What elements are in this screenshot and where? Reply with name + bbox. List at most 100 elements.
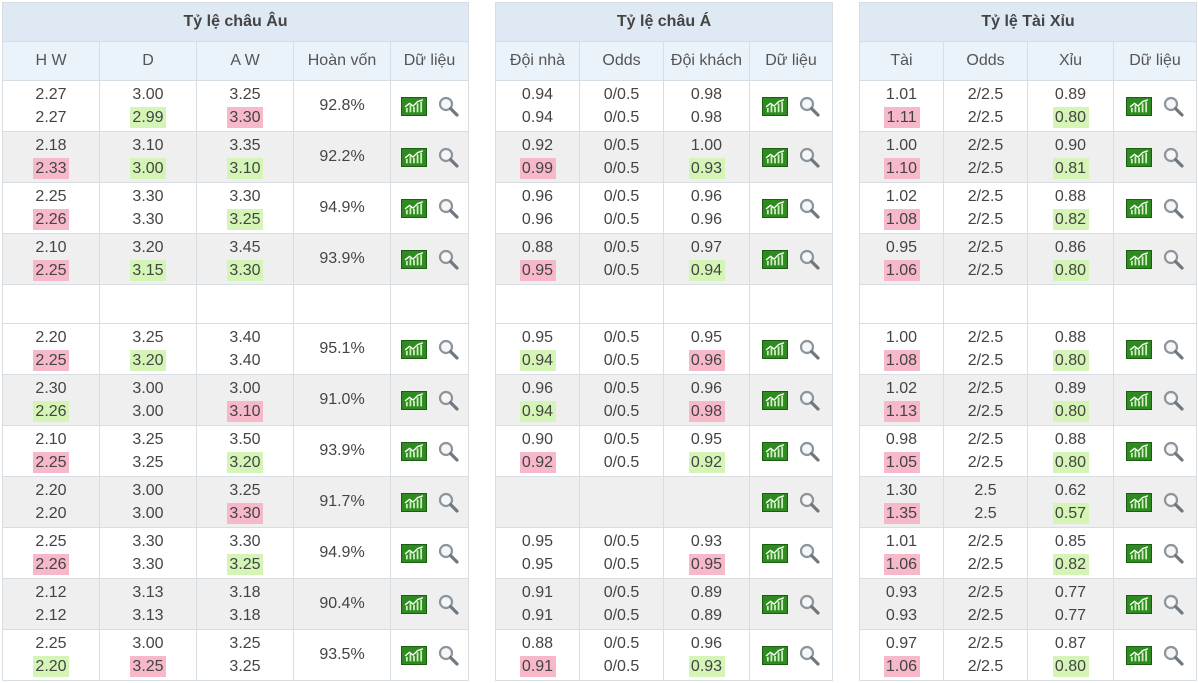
- line-chart-icon[interactable]: [400, 249, 427, 269]
- line-chart-icon[interactable]: [400, 390, 427, 410]
- data-tools: [1114, 146, 1196, 168]
- line-chart-icon[interactable]: [762, 390, 788, 410]
- line-chart-icon[interactable]: [762, 96, 788, 116]
- odds-cell: 3.00 3.25: [99, 629, 197, 681]
- data-tools: [1114, 542, 1196, 564]
- magnifier-icon[interactable]: [437, 95, 459, 117]
- data-tools: [391, 197, 468, 219]
- odds-value: 0.82: [1052, 554, 1089, 575]
- odds-value: 0/0.5: [603, 211, 640, 228]
- magnifier-icon[interactable]: [798, 146, 820, 168]
- magnifier-icon[interactable]: [437, 197, 459, 219]
- line-chart-icon[interactable]: [400, 543, 427, 563]
- line-chart-icon[interactable]: [1126, 390, 1153, 410]
- magnifier-icon[interactable]: [1162, 440, 1184, 462]
- line-chart-icon[interactable]: [400, 492, 427, 512]
- magnifier-icon[interactable]: [437, 440, 459, 462]
- odds-value: 0/0.5: [603, 352, 640, 369]
- line-chart-icon[interactable]: [400, 147, 427, 167]
- odds-value: 2/2.5: [967, 556, 1004, 573]
- line-chart-icon[interactable]: [400, 198, 427, 218]
- line-chart-icon[interactable]: [400, 96, 427, 116]
- line-chart-icon[interactable]: [762, 543, 788, 563]
- line-chart-icon[interactable]: [1126, 198, 1153, 218]
- magnifier-icon[interactable]: [798, 389, 820, 411]
- magnifier-icon[interactable]: [437, 593, 459, 615]
- line-chart-icon[interactable]: [762, 645, 788, 665]
- magnifier-icon[interactable]: [1162, 542, 1184, 564]
- magnifier-icon[interactable]: [1162, 593, 1184, 615]
- magnifier-icon[interactable]: [798, 248, 820, 270]
- magnifier-icon[interactable]: [798, 542, 820, 564]
- magnifier-icon[interactable]: [437, 146, 459, 168]
- line-chart-icon[interactable]: [1126, 594, 1153, 614]
- magnifier-icon[interactable]: [798, 644, 820, 666]
- line-chart-icon[interactable]: [1126, 249, 1153, 269]
- magnifier-icon[interactable]: [1162, 338, 1184, 360]
- odds-cell: 0.97 1.06: [859, 629, 944, 681]
- line-chart-icon[interactable]: [1126, 147, 1153, 167]
- line-chart-icon[interactable]: [762, 339, 788, 359]
- table-row: 0.93 0.93 2/2.5 2/2.5 0.77 0.77: [859, 578, 1198, 630]
- data-cell: [389, 182, 470, 234]
- table-row: 2.10 2.25 3.20 3.15 3.45 3.30 93.9%: [2, 233, 470, 285]
- odds-value: 0.95: [885, 239, 918, 256]
- magnifier-icon[interactable]: [1162, 248, 1184, 270]
- magnifier-icon[interactable]: [798, 338, 820, 360]
- magnifier-icon[interactable]: [1162, 146, 1184, 168]
- line-chart-icon[interactable]: [762, 441, 788, 461]
- odds-value: 3.25: [229, 635, 261, 652]
- odds-value: 0.89: [1054, 380, 1087, 397]
- magnifier-icon[interactable]: [437, 542, 459, 564]
- magnifier-icon[interactable]: [437, 338, 459, 360]
- magnifier-icon[interactable]: [798, 491, 820, 513]
- data-cell: [1112, 527, 1198, 579]
- magnifier-icon[interactable]: [437, 491, 459, 513]
- magnifier-icon[interactable]: [1162, 197, 1184, 219]
- line-chart-icon[interactable]: [1126, 492, 1153, 512]
- magnifier-icon[interactable]: [1162, 644, 1184, 666]
- line-chart-icon[interactable]: [1126, 441, 1153, 461]
- magnifier-icon[interactable]: [437, 644, 459, 666]
- odds-value: 0.91: [521, 584, 554, 601]
- line-chart-icon[interactable]: [762, 198, 788, 218]
- magnifier-icon[interactable]: [798, 593, 820, 615]
- line-chart-icon[interactable]: [400, 441, 427, 461]
- odds-value: 2/2.5: [967, 137, 1004, 154]
- line-chart-icon[interactable]: [400, 594, 427, 614]
- line-chart-icon[interactable]: [400, 339, 427, 359]
- odds-value: 0.89: [690, 584, 723, 601]
- odds-value: 0.96: [690, 188, 723, 205]
- odds-cell: 0.95 0.96: [663, 323, 750, 375]
- line-chart-icon[interactable]: [1126, 543, 1153, 563]
- odds-cell: 0.98 0.98: [663, 80, 750, 132]
- odds-value: 0/0.5: [603, 380, 640, 397]
- magnifier-icon[interactable]: [1162, 389, 1184, 411]
- line-chart-icon[interactable]: [762, 147, 788, 167]
- line-chart-icon[interactable]: [762, 492, 788, 512]
- magnifier-icon[interactable]: [437, 389, 459, 411]
- odds-value: 2/2.5: [967, 329, 1004, 346]
- magnifier-icon[interactable]: [798, 95, 820, 117]
- odds-value: 3.25: [229, 86, 261, 103]
- odds-cell: 0/0.5 0/0.5: [579, 323, 664, 375]
- line-chart-icon[interactable]: [762, 594, 788, 614]
- line-chart-icon[interactable]: [1126, 96, 1153, 116]
- odds-value: 3.13: [132, 584, 164, 601]
- odds-value: 0/0.5: [603, 607, 640, 624]
- magnifier-icon[interactable]: [437, 248, 459, 270]
- magnifier-icon[interactable]: [798, 440, 820, 462]
- payout-cell: 93.5%: [293, 629, 391, 681]
- odds-value: 3.13: [132, 607, 164, 624]
- table-row: 2.27 2.27 3.00 2.99 3.25 3.30 92.8%: [2, 80, 470, 132]
- odds-cell: 0/0.5 0/0.5: [579, 578, 664, 630]
- line-chart-icon[interactable]: [1126, 645, 1153, 665]
- odds-value: 2.26: [33, 401, 69, 422]
- line-chart-icon[interactable]: [400, 645, 427, 665]
- line-chart-icon[interactable]: [1126, 339, 1153, 359]
- magnifier-icon[interactable]: [798, 197, 820, 219]
- magnifier-icon[interactable]: [1162, 491, 1184, 513]
- odds-value: 0.96: [688, 350, 725, 371]
- line-chart-icon[interactable]: [762, 249, 788, 269]
- magnifier-icon[interactable]: [1162, 95, 1184, 117]
